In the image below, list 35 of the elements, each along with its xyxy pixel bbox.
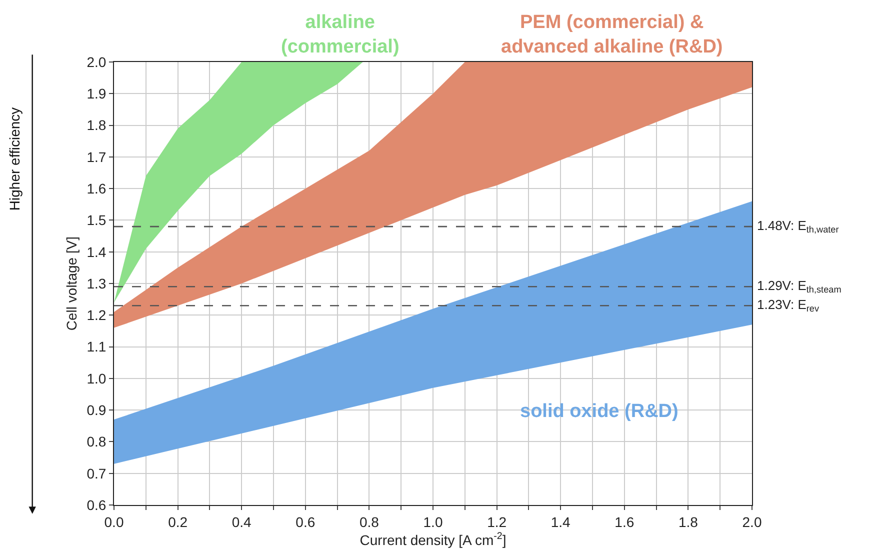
- ref-line-label: 1.48V: E$_{th,water}$: [757, 218, 839, 235]
- x-axis-title: Current density [A cm$^{-2}$]: [360, 531, 506, 548]
- y-tick-label: 1.6: [86, 180, 106, 196]
- ref-line-label: 1.29V: E$_{th,steam}$: [757, 278, 842, 295]
- x-tick-label: 0.0: [104, 514, 124, 530]
- x-tick-label: 0.8: [359, 514, 380, 530]
- x-tick-label: 0.4: [232, 514, 252, 530]
- legend-label: PEM (commercial) & advanced alkaline (R&D): [501, 12, 723, 58]
- text: Higher efficiency: [6, 107, 23, 211]
- y-tick-label: 2.0: [86, 54, 106, 70]
- x-tick-label: 1.6: [614, 514, 634, 530]
- x-tick-label: 1.8: [678, 514, 698, 530]
- y-tick-label: 1.2: [86, 307, 106, 324]
- ref-line-label: 1.23V: E$_{rev}$: [757, 297, 820, 314]
- y-tick-label: 1.1: [86, 338, 106, 355]
- x-tick-label: 1.2: [487, 514, 507, 530]
- x-tick-label: 2.0: [742, 514, 762, 530]
- legend-label: alkaline (commercial): [281, 12, 400, 58]
- y-tick-label: 1.0: [86, 370, 106, 386]
- x-tick-label: 0.6: [296, 514, 316, 530]
- y-tick-label: 0.7: [86, 465, 106, 482]
- x-tick-label: 1.4: [550, 514, 571, 530]
- y-tick-label: 0.9: [86, 402, 106, 418]
- y-tick-label: 1.9: [86, 86, 106, 102]
- legend-label: solid oxide (R&D): [520, 401, 678, 422]
- y-tick-label: 0.6: [86, 496, 106, 513]
- y-tick-label: 1.4: [86, 244, 106, 260]
- y-axis-title: Cell voltage [V]: [63, 236, 80, 331]
- y-tick-label: 0.8: [86, 434, 106, 450]
- y-tick-label: 1.5: [86, 212, 106, 228]
- x-tick-label: 0.2: [168, 514, 188, 530]
- y-tick-label: 1.8: [86, 117, 106, 134]
- y-tick-label: 1.3: [86, 275, 106, 292]
- y-tick-label: 1.7: [86, 148, 106, 165]
- x-tick-label: 1.0: [423, 514, 443, 530]
